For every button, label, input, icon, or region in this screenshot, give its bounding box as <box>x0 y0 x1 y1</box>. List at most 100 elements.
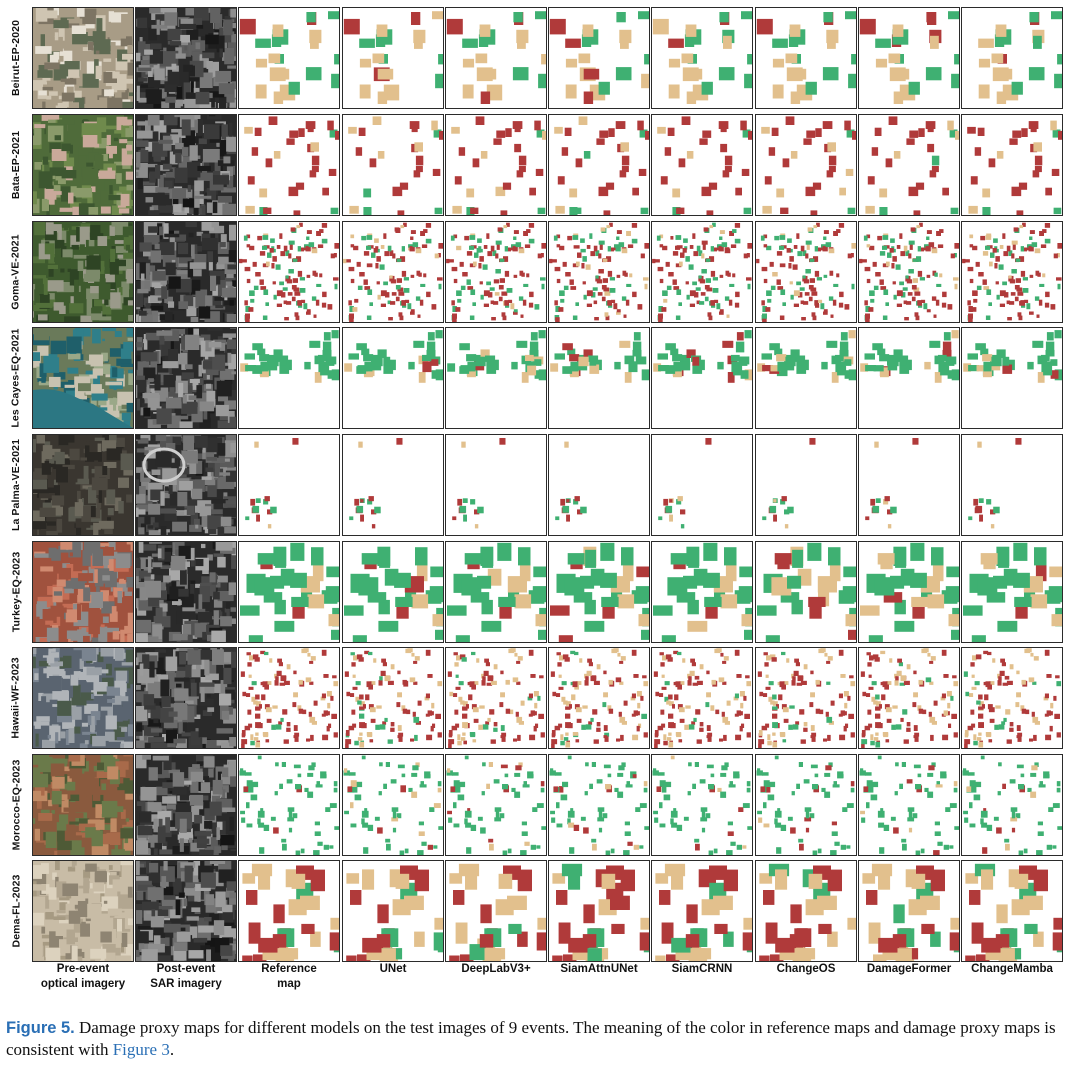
tile-graphic <box>343 542 443 642</box>
figure-3-link[interactable]: Figure 3 <box>112 1040 170 1059</box>
optical-image-tile <box>32 7 134 109</box>
damage-proxy-map-tile <box>548 541 650 643</box>
damage-proxy-map-tile <box>445 647 547 749</box>
tile-graphic <box>859 222 959 322</box>
tile-graphic <box>136 8 236 108</box>
row-label-4: La Palma-VE-2021 <box>2 434 30 536</box>
sar-image-tile <box>135 647 237 749</box>
damage-proxy-map-tile <box>342 647 444 749</box>
damage-proxy-map-tile <box>342 860 444 962</box>
row-label-text: Dema-FL-2023 <box>10 874 23 948</box>
tile-graphic <box>756 542 856 642</box>
tile-graphic <box>756 8 856 108</box>
tile-graphic <box>652 755 752 855</box>
damage-proxy-map-tile <box>961 327 1063 429</box>
tile-graphic <box>859 115 959 215</box>
damage-proxy-map-tile <box>961 7 1063 109</box>
optical-image-tile <box>32 647 134 749</box>
optical-image-tile <box>32 541 134 643</box>
tile-graphic <box>33 648 133 748</box>
tile-graphic <box>549 861 649 961</box>
tile-graphic <box>33 542 133 642</box>
tile-graphic <box>239 328 339 428</box>
damage-proxy-map-tile <box>342 541 444 643</box>
row-label-text: La Palma-VE-2021 <box>10 438 23 532</box>
tile-graphic <box>446 328 546 428</box>
tile-graphic <box>962 435 1062 535</box>
damage-proxy-map-tile <box>651 114 753 216</box>
tile-graphic <box>549 115 649 215</box>
row-label-1: Bata-EP-2021 <box>2 114 30 216</box>
tile-graphic <box>343 435 443 535</box>
tile-graphic <box>136 222 236 322</box>
tile-graphic <box>859 435 959 535</box>
damage-proxy-map-tile <box>755 327 857 429</box>
column-label-line: UNet <box>379 963 407 975</box>
damage-proxy-map-tile <box>755 7 857 109</box>
tile-graphic <box>33 755 133 855</box>
tile-graphic <box>549 222 649 322</box>
column-label-3: UNet <box>342 962 444 977</box>
damage-proxy-map-tile <box>342 754 444 856</box>
tile-graphic <box>549 328 649 428</box>
damage-proxy-map-tile <box>651 754 753 856</box>
column-label-4: DeepLabV3+ <box>445 962 547 977</box>
damage-proxy-map-tile <box>961 114 1063 216</box>
optical-image-tile <box>32 754 134 856</box>
tile-graphic <box>343 648 443 748</box>
tile-graphic <box>652 328 752 428</box>
tile-graphic <box>549 8 649 108</box>
damage-proxy-map-tile <box>342 7 444 109</box>
damage-proxy-map-tile <box>858 114 960 216</box>
tile-graphic <box>136 755 236 855</box>
tile-graphic <box>756 328 856 428</box>
tile-graphic <box>859 542 959 642</box>
damage-proxy-map-tile <box>755 647 857 749</box>
damage-proxy-map-tile <box>755 860 857 962</box>
tile-graphic <box>33 328 133 428</box>
tile-graphic <box>962 328 1062 428</box>
column-label-line: ChangeOS <box>776 963 836 975</box>
tile-graphic <box>549 435 649 535</box>
tile-graphic <box>962 648 1062 748</box>
sar-image-tile <box>135 327 237 429</box>
tile-graphic <box>239 861 339 961</box>
tile-graphic <box>756 222 856 322</box>
damage-proxy-map-tile <box>548 327 650 429</box>
tile-graphic <box>962 861 1062 961</box>
tile-graphic <box>652 435 752 535</box>
column-label-line: SiamCRNN <box>671 963 733 975</box>
tile-graphic <box>549 542 649 642</box>
damage-proxy-map-tile <box>961 754 1063 856</box>
tile-graphic <box>446 222 546 322</box>
tile-graphic <box>859 8 959 108</box>
damage-proxy-map-tile <box>651 327 753 429</box>
tile-graphic <box>756 755 856 855</box>
damage-proxy-map-tile <box>445 327 547 429</box>
damage-proxy-map-tile <box>651 434 753 536</box>
tile-graphic <box>239 115 339 215</box>
damage-proxy-map-tile <box>858 647 960 749</box>
damage-proxy-map-tile <box>755 754 857 856</box>
tile-graphic <box>756 861 856 961</box>
column-label-line: optical imagery <box>40 978 126 990</box>
tile-graphic <box>343 755 443 855</box>
damage-proxy-map-tile <box>755 541 857 643</box>
reference-map-tile <box>238 7 340 109</box>
tile-graphic <box>239 8 339 108</box>
tile-graphic <box>239 755 339 855</box>
tile-graphic <box>549 648 649 748</box>
damage-proxy-map-tile <box>342 221 444 323</box>
tile-graphic <box>343 8 443 108</box>
damage-proxy-map-tile <box>858 7 960 109</box>
tile-graphic <box>446 648 546 748</box>
optical-image-tile <box>32 114 134 216</box>
damage-proxy-map-tile <box>961 647 1063 749</box>
damage-proxy-map-tile <box>445 114 547 216</box>
damage-proxy-map-tile <box>961 541 1063 643</box>
tile-graphic <box>136 435 236 535</box>
damage-proxy-map-tile <box>858 541 960 643</box>
column-label-6: SiamCRNN <box>651 962 753 977</box>
damage-proxy-map-tile <box>445 541 547 643</box>
column-label-line: DeepLabV3+ <box>461 963 531 975</box>
